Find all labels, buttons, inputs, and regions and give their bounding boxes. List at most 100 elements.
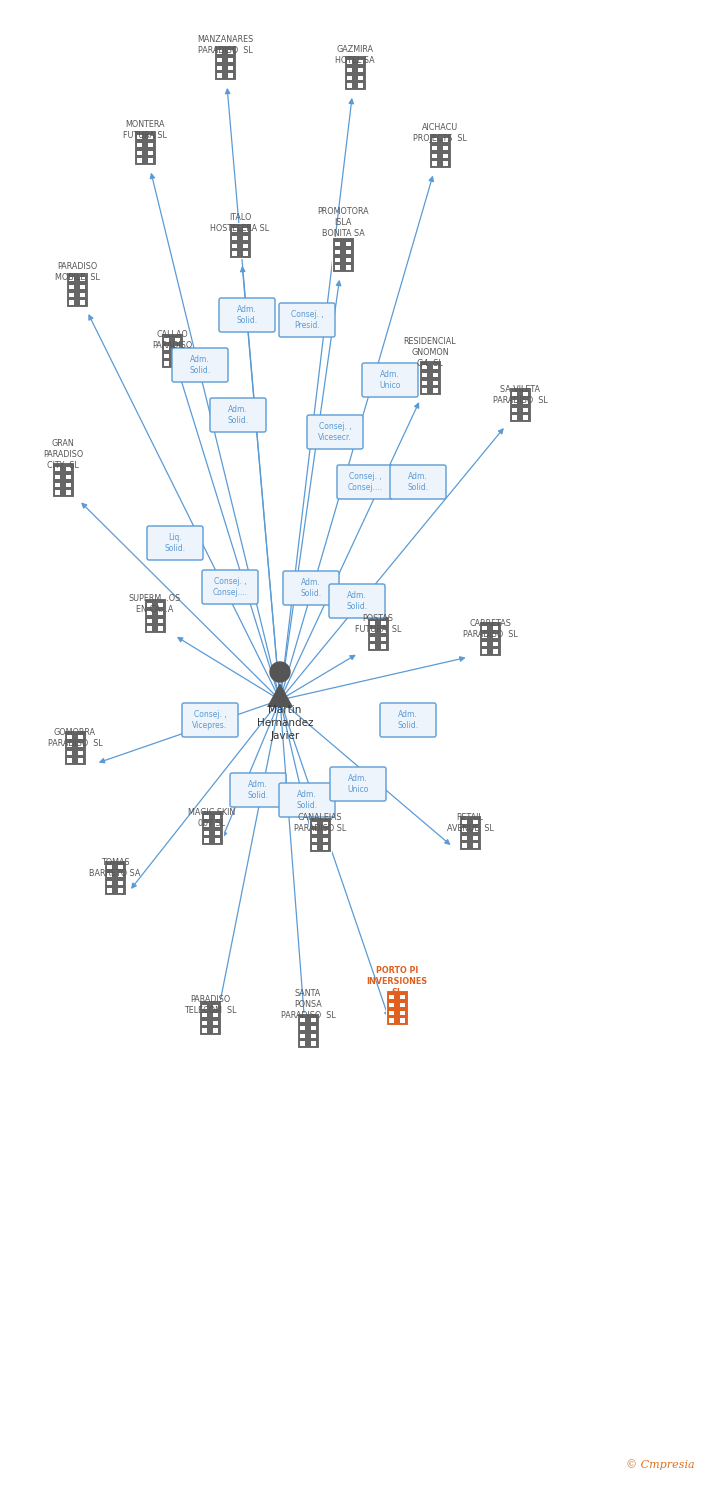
Bar xyxy=(215,815,220,819)
FancyBboxPatch shape xyxy=(182,704,238,736)
Bar xyxy=(217,57,222,62)
Bar xyxy=(213,1013,218,1017)
FancyBboxPatch shape xyxy=(380,704,436,736)
Bar xyxy=(358,60,363,64)
Bar xyxy=(482,650,487,654)
Bar xyxy=(66,490,71,495)
Bar xyxy=(400,1011,405,1016)
Bar xyxy=(473,843,478,848)
Bar xyxy=(335,249,340,254)
Bar xyxy=(118,873,123,877)
Bar xyxy=(228,57,233,62)
Bar xyxy=(312,846,317,849)
Bar xyxy=(67,742,72,747)
FancyBboxPatch shape xyxy=(219,298,275,332)
Bar xyxy=(346,249,351,254)
Text: Adm.
Solid.: Adm. Solid. xyxy=(189,356,210,375)
Bar xyxy=(228,66,233,70)
Text: SANTA
PONSA
PARADISO  SL: SANTA PONSA PARADISO SL xyxy=(280,988,336,1020)
Bar xyxy=(80,278,85,280)
Bar xyxy=(346,266,351,270)
Bar xyxy=(493,626,498,630)
Bar xyxy=(158,610,163,615)
Bar xyxy=(323,822,328,827)
Bar xyxy=(107,873,112,877)
FancyBboxPatch shape xyxy=(172,348,228,382)
Text: SA VILETA
PARADISO  SL: SA VILETA PARADISO SL xyxy=(493,386,547,405)
Text: ITALO
HOSTELERA SL: ITALO HOSTELERA SL xyxy=(210,213,269,232)
Bar xyxy=(443,146,448,150)
Bar xyxy=(381,645,386,648)
Bar xyxy=(389,994,394,999)
Bar xyxy=(217,66,222,70)
Bar xyxy=(459,815,481,850)
Bar xyxy=(66,272,88,308)
Bar xyxy=(66,474,71,478)
Bar xyxy=(433,381,438,386)
Bar xyxy=(55,490,60,495)
Bar xyxy=(422,372,427,376)
Bar xyxy=(164,338,169,342)
Bar xyxy=(158,603,163,608)
Text: Adm.
Solid.: Adm. Solid. xyxy=(408,472,429,492)
Bar xyxy=(80,292,85,297)
Bar xyxy=(147,610,152,615)
Bar xyxy=(217,50,222,54)
Bar xyxy=(323,846,328,849)
Text: TOMAS
BARRETO SA: TOMAS BARRETO SA xyxy=(90,858,141,877)
Bar xyxy=(137,142,142,147)
FancyBboxPatch shape xyxy=(329,584,385,618)
Bar xyxy=(164,354,169,358)
Bar xyxy=(78,735,83,740)
Bar xyxy=(311,1041,316,1046)
Bar xyxy=(300,1026,305,1030)
Bar xyxy=(148,142,153,147)
Text: PORTO PI
INVERSIONES
SL: PORTO PI INVERSIONES SL xyxy=(366,966,427,998)
FancyBboxPatch shape xyxy=(390,465,446,500)
Bar xyxy=(347,75,352,80)
Bar xyxy=(202,1005,207,1010)
Text: Adm.
Solid.: Adm. Solid. xyxy=(248,780,269,800)
FancyBboxPatch shape xyxy=(279,303,335,338)
Bar xyxy=(243,252,248,255)
FancyBboxPatch shape xyxy=(202,570,258,604)
Bar xyxy=(232,236,237,240)
Bar xyxy=(175,345,180,350)
Text: RETAIL
AVENUE  SL: RETAIL AVENUE SL xyxy=(446,813,494,832)
Bar xyxy=(213,1005,218,1010)
Text: MANZANARES
PARADISO  SL: MANZANARES PARADISO SL xyxy=(197,34,253,56)
Bar xyxy=(199,1000,221,1035)
Text: Adm.
Solid.: Adm. Solid. xyxy=(237,304,258,326)
FancyBboxPatch shape xyxy=(337,465,393,500)
Bar xyxy=(217,74,222,78)
Bar xyxy=(400,1002,405,1007)
Bar xyxy=(389,1011,394,1016)
FancyBboxPatch shape xyxy=(147,526,203,560)
Bar xyxy=(473,828,478,833)
Bar xyxy=(323,837,328,842)
FancyBboxPatch shape xyxy=(210,398,266,432)
Bar xyxy=(389,1002,394,1007)
Bar xyxy=(214,45,236,80)
Text: MAGIC SKIN
007 SL: MAGIC SKIN 007 SL xyxy=(189,808,236,828)
Bar xyxy=(204,822,209,827)
Text: AICHACU
PROJECTS  SL: AICHACU PROJECTS SL xyxy=(413,123,467,142)
Bar xyxy=(422,381,427,386)
Bar xyxy=(243,228,248,232)
Bar xyxy=(107,865,112,868)
Bar xyxy=(147,603,152,608)
Bar xyxy=(67,750,72,754)
Bar xyxy=(512,392,517,396)
Bar xyxy=(202,1013,207,1017)
Bar xyxy=(297,1013,319,1048)
Text: PARADISO
MOBILE  SL: PARADISO MOBILE SL xyxy=(55,262,100,282)
Bar xyxy=(443,138,448,142)
Bar xyxy=(311,1034,316,1038)
Bar xyxy=(175,354,180,358)
Bar xyxy=(232,228,237,232)
Bar xyxy=(213,1020,218,1025)
Bar xyxy=(323,830,328,834)
Bar xyxy=(422,364,427,369)
Bar xyxy=(148,135,153,140)
Bar xyxy=(69,300,74,304)
